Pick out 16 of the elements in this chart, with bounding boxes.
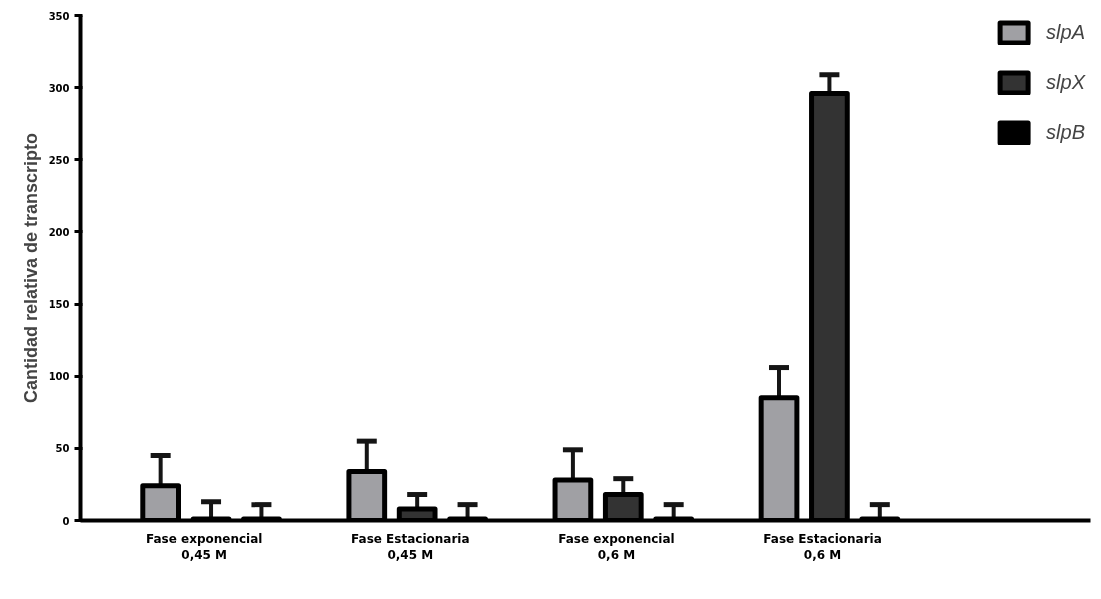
legend-label: slpX — [1046, 71, 1085, 94]
y-tick-label: 200 — [48, 226, 70, 238]
legend-label: slpA — [1046, 21, 1085, 44]
y-axis-title: Cantidad relativa de transcripto — [20, 132, 41, 404]
legend-label: slpB — [1046, 121, 1085, 144]
y-tick-label: 350 — [48, 10, 70, 22]
y-tick-label: 150 — [48, 299, 70, 311]
x-tick-label: Fase exponencial 0,45 M — [145, 531, 263, 563]
y-tick-label: 100 — [48, 371, 70, 383]
y-tick-label: 250 — [48, 154, 70, 166]
x-tick-label: Fase exponencial 0,6 M — [558, 531, 675, 563]
x-tick-label: Fase Estacionaria 0,45 M — [351, 531, 470, 563]
y-tick-label: 0 — [62, 515, 70, 527]
y-tick-label: 50 — [55, 443, 70, 455]
y-tick-label: 300 — [48, 82, 70, 94]
x-tick-label: Fase Estacionaria 0,6 M — [763, 531, 882, 563]
